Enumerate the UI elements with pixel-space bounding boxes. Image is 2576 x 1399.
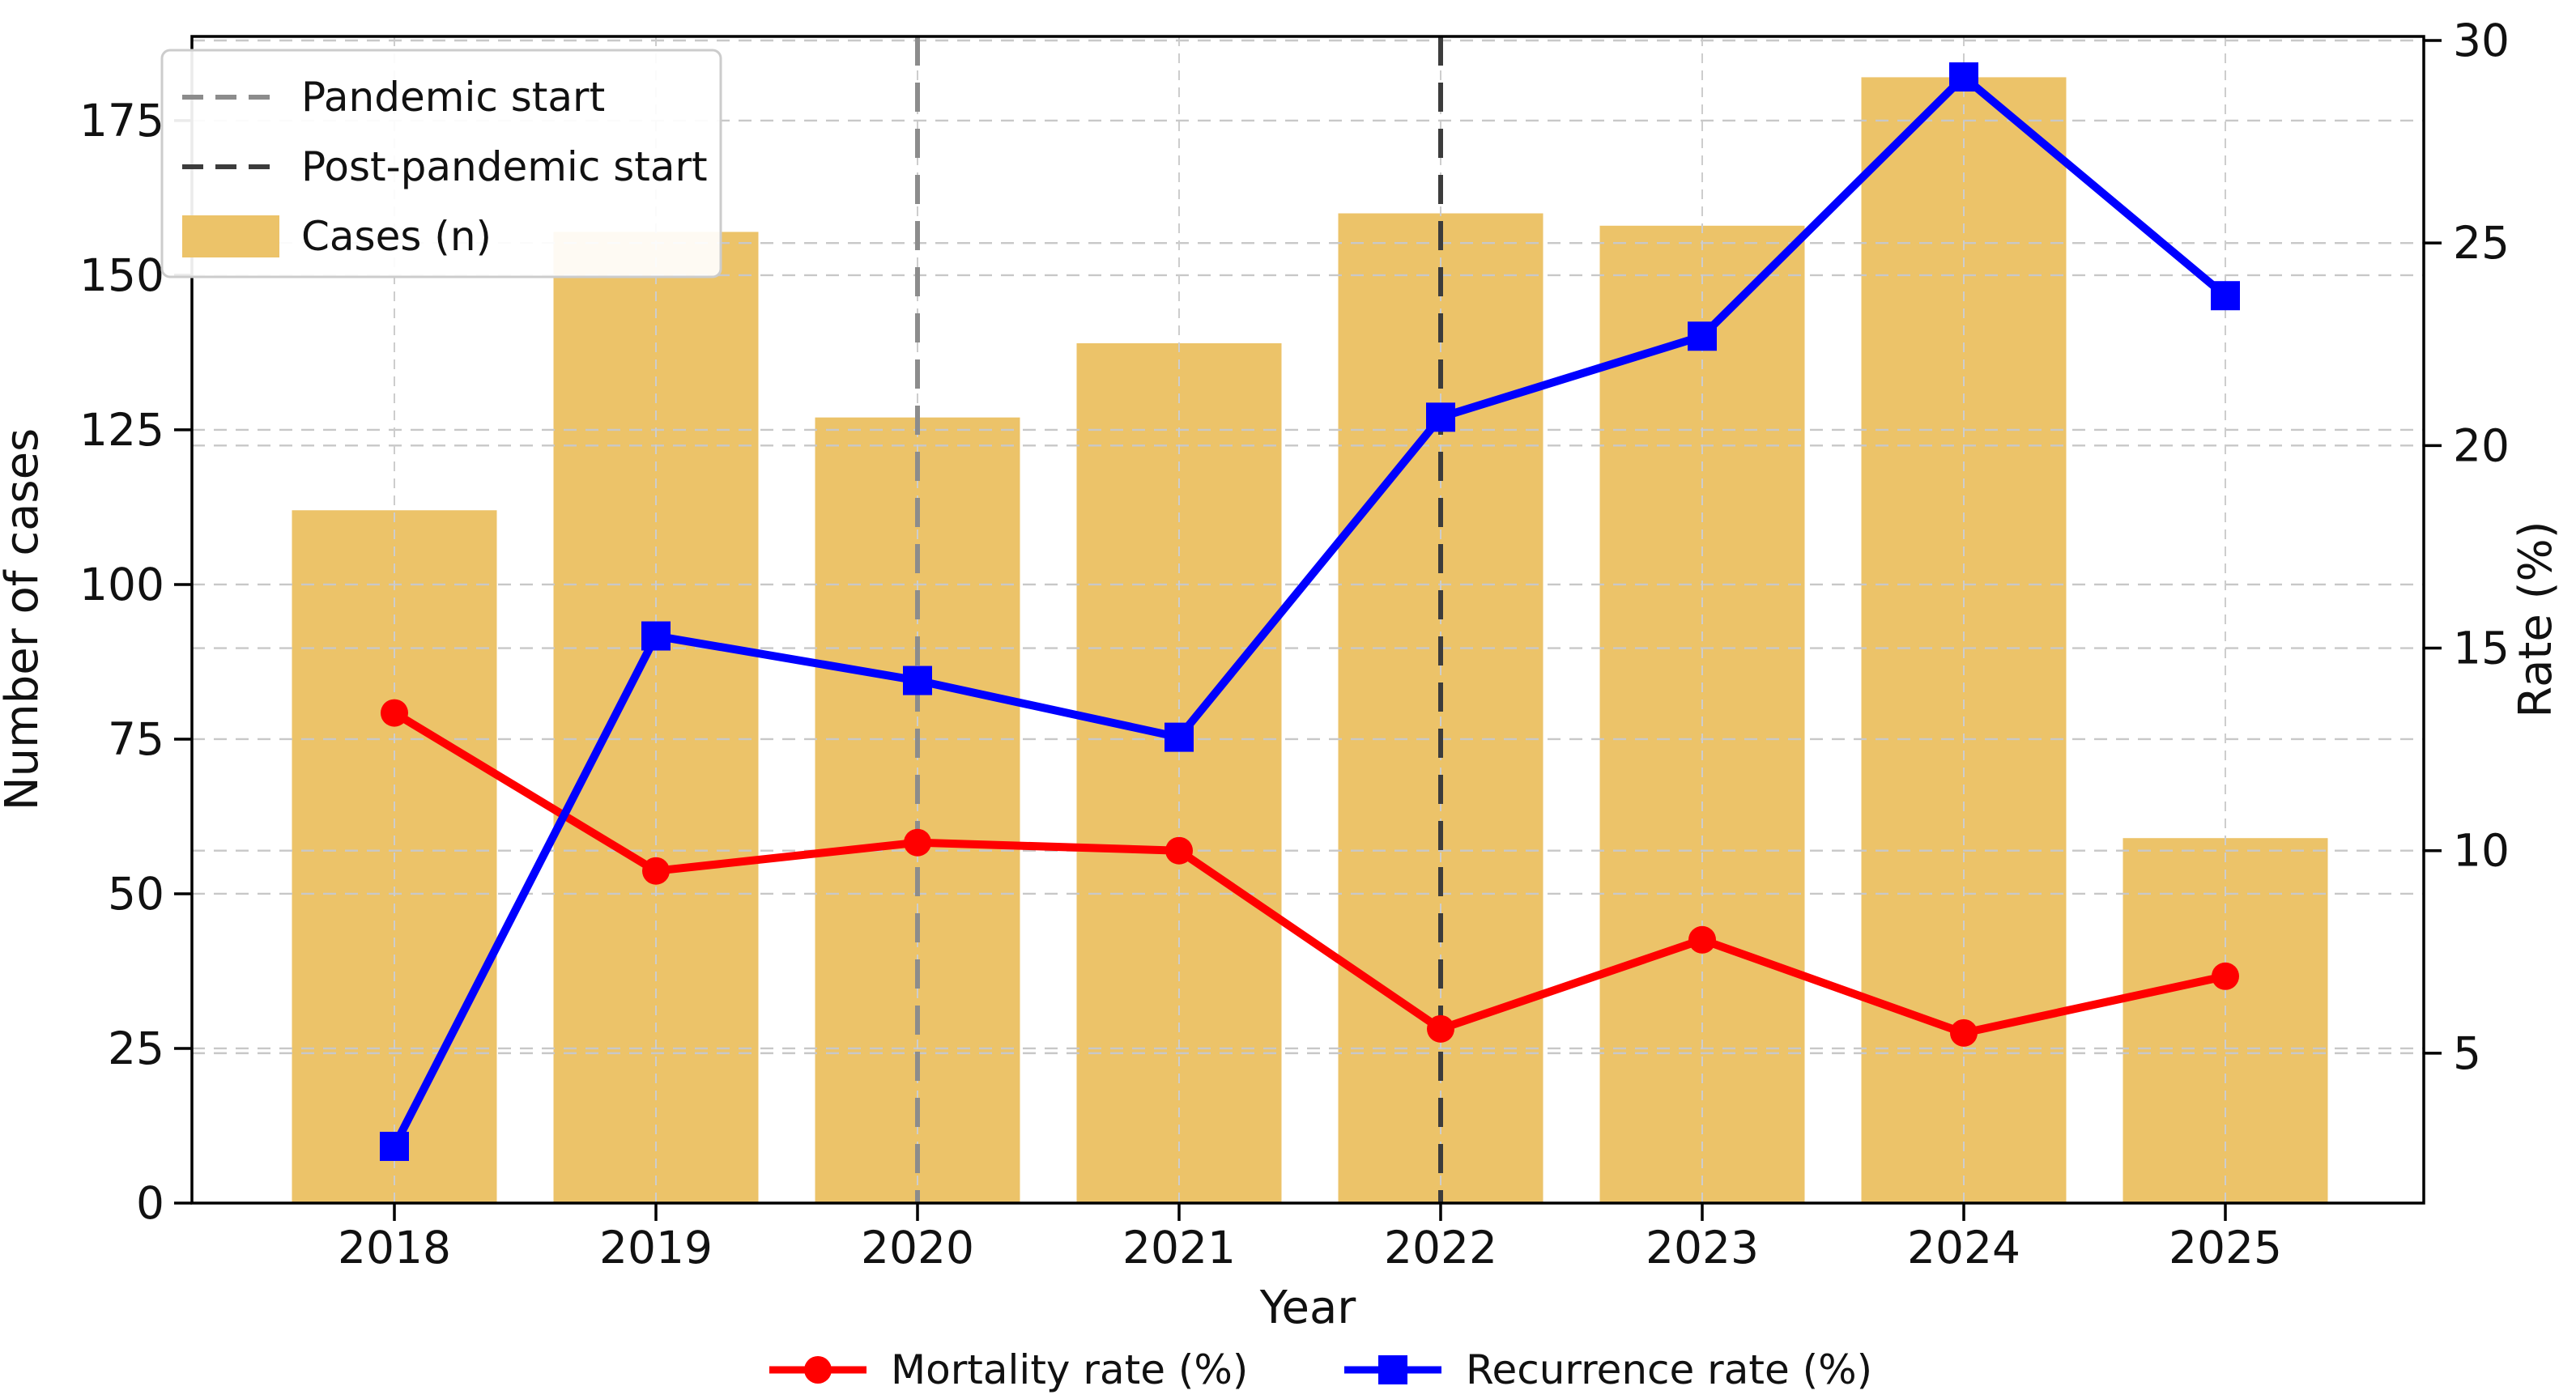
left-tick-label-50: 50 <box>108 868 164 920</box>
legend-item-mortality-rate: Mortality rate (%) <box>891 1346 1248 1393</box>
mortality-marker-2023 <box>1688 925 1716 954</box>
x-tick-label-2024: 2024 <box>1907 1222 2020 1274</box>
x-tick-label-2018: 2018 <box>338 1222 451 1274</box>
recurrence-marker-2024 <box>1949 62 1978 92</box>
right-tick-label-5: 5 <box>2453 1027 2481 1079</box>
cases-swatch-icon <box>182 215 279 257</box>
left-tick-label-125: 125 <box>79 404 164 456</box>
right-tick-label-10: 10 <box>2453 825 2510 877</box>
legend-top-left: Pandemic start Post-pandemic start Cases… <box>160 49 722 279</box>
left-tick-label-0: 0 <box>136 1177 164 1229</box>
x-tick-label-2021: 2021 <box>1122 1222 1236 1274</box>
legend-item-pandemic-start: Pandemic start <box>301 74 605 121</box>
right-axis-label: Rate (%) <box>2510 521 2562 717</box>
right-tick-label-30: 30 <box>2453 15 2510 66</box>
left-tick-label-150: 150 <box>79 249 164 301</box>
x-tick-label-2019: 2019 <box>599 1222 713 1274</box>
left-tick-label-100: 100 <box>79 559 164 610</box>
mortality-marker-2018 <box>381 699 408 727</box>
x-tick-label-2022: 2022 <box>1384 1222 1497 1274</box>
recurrence-marker-2022 <box>1426 402 1455 432</box>
mortality-marker-2020 <box>904 828 931 857</box>
right-tick-label-20: 20 <box>2453 419 2510 471</box>
left-axis-label: Number of cases <box>0 428 49 810</box>
x-axis-label: Year <box>1259 1282 1357 1334</box>
legend-bottom: Mortality rate (%) Recurrence rate (%) <box>769 1346 1872 1393</box>
legend-item-recurrence-rate: Recurrence rate (%) <box>1466 1346 1872 1393</box>
x-tick-label-2020: 2020 <box>861 1222 974 1274</box>
right-tick-label-15: 15 <box>2453 623 2510 674</box>
mortality-marker-2021 <box>1165 836 1193 865</box>
legend-item-cases: Cases (n) <box>301 213 492 260</box>
legend-box <box>160 49 722 279</box>
x-tick-label-2025: 2025 <box>2169 1222 2282 1274</box>
recurrence-marker-2019 <box>641 621 671 651</box>
x-tick-label-2023: 2023 <box>1646 1222 1759 1274</box>
recurrence-marker-2020 <box>903 665 932 695</box>
axes-frame-layer <box>190 35 2425 1205</box>
cases-bar-2023 <box>1599 225 1805 1203</box>
recurrence-line <box>390 73 2229 1149</box>
recurrence-marker-2018 <box>380 1131 409 1161</box>
left-tick-label-25: 25 <box>108 1023 164 1074</box>
recurrence-marker-icon <box>1378 1355 1407 1384</box>
legend-item-post-pandemic-start: Post-pandemic start <box>301 143 708 190</box>
recurrence-marker-2025 <box>2211 281 2240 311</box>
mortality-marker-2022 <box>1427 1014 1454 1043</box>
recurrence-marker-2023 <box>1688 321 1717 351</box>
mortality-marker-2024 <box>1950 1018 1978 1047</box>
left-tick-label-75: 75 <box>108 713 164 765</box>
mortality-marker-icon <box>804 1356 832 1384</box>
plot-frame <box>190 35 2425 1205</box>
left-tick-label-175: 175 <box>79 95 164 147</box>
line-series-layer <box>380 62 2240 1161</box>
event-vlines-layer <box>915 36 1443 1203</box>
mortality-line <box>392 709 2227 1037</box>
recurrence-marker-2021 <box>1165 722 1194 752</box>
right-tick-label-25: 25 <box>2453 217 2510 269</box>
mortality-marker-2019 <box>642 857 670 885</box>
mortality-marker-2025 <box>2212 962 2239 990</box>
